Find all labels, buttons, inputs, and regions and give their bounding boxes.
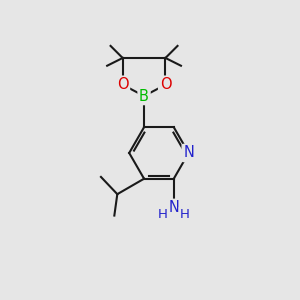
Text: H: H <box>158 208 167 221</box>
Text: H: H <box>180 208 190 221</box>
Text: N: N <box>183 146 194 160</box>
Text: N: N <box>168 200 179 215</box>
Text: B: B <box>139 88 149 104</box>
Text: O: O <box>117 77 128 92</box>
Text: O: O <box>160 77 171 92</box>
